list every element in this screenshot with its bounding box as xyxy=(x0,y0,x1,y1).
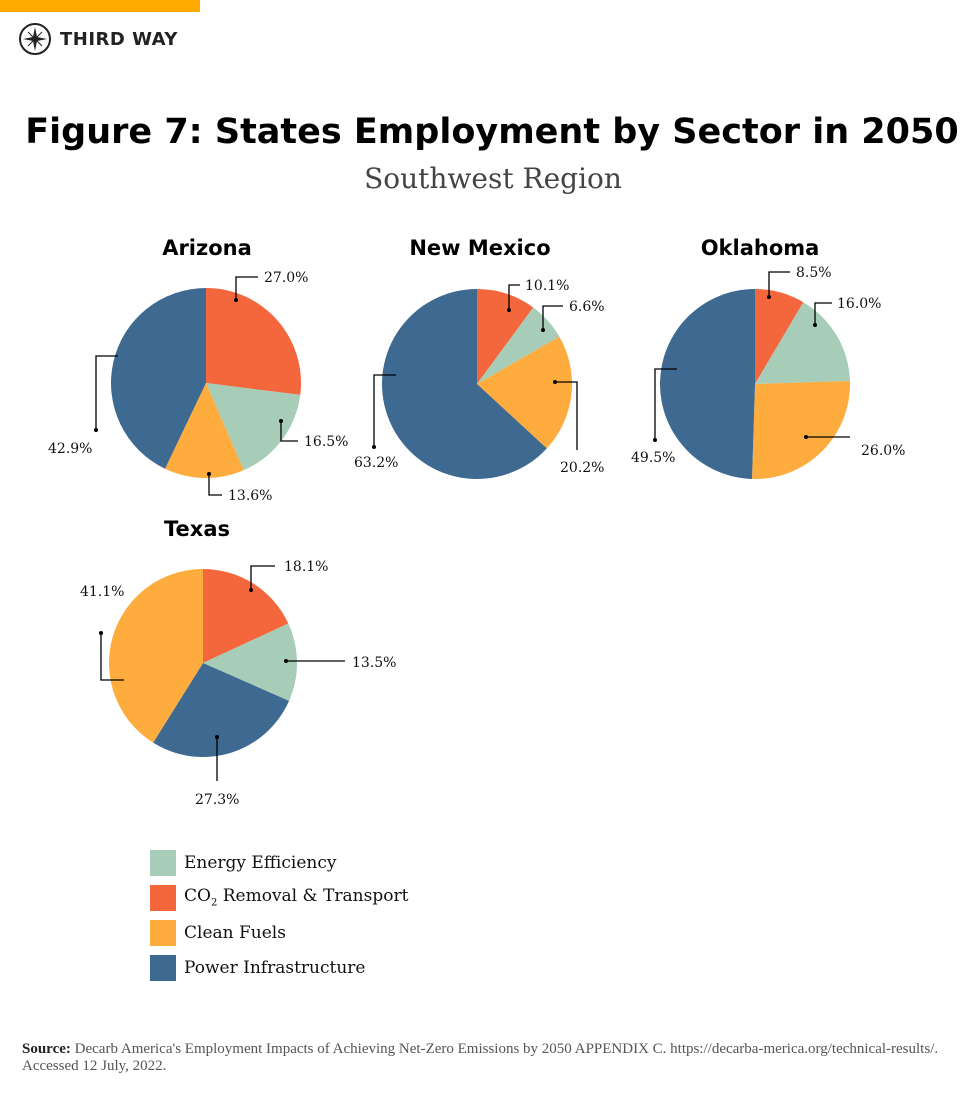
legend-item-co2: CO2 Removal & Transport xyxy=(150,880,408,915)
pie-slice xyxy=(153,663,290,757)
legend-label: Clean Fuels xyxy=(184,922,286,943)
leader-line xyxy=(235,276,258,300)
pie-slice xyxy=(203,569,289,663)
data-label: 26.0% xyxy=(861,443,905,459)
pie-slice xyxy=(755,302,850,384)
data-label: 63.2% xyxy=(354,455,398,471)
leader-dot xyxy=(813,323,817,327)
leader-line xyxy=(208,474,222,496)
data-label: 27.3% xyxy=(195,792,239,808)
legend-item-power-infrastructure: Power Infrastructure xyxy=(150,950,408,985)
leader-dot xyxy=(653,438,657,442)
source-note: Source: Decarb America's Employment Impa… xyxy=(22,1041,939,1074)
pie-slice xyxy=(755,289,804,384)
leader-dot xyxy=(94,428,98,432)
data-label: 41.1% xyxy=(80,584,124,600)
compass-icon xyxy=(19,23,51,55)
data-label: 16.0% xyxy=(837,296,881,312)
pie-title: Texas xyxy=(164,517,230,541)
accent-bar xyxy=(0,0,200,12)
data-label: 13.5% xyxy=(352,655,396,671)
brand-name: THIRD WAY xyxy=(60,28,178,50)
pie-slice xyxy=(752,381,850,479)
leader-dot xyxy=(372,445,376,449)
leader-dot xyxy=(249,588,253,592)
pie-slice xyxy=(109,569,203,743)
data-label: 42.9% xyxy=(48,441,92,457)
legend-swatch xyxy=(150,849,176,876)
data-label: 8.5% xyxy=(796,265,832,281)
leader-line xyxy=(508,284,520,310)
leader-line xyxy=(373,374,396,447)
data-label: 16.5% xyxy=(304,434,348,450)
third-way-logo: THIRD WAY xyxy=(18,22,178,56)
data-label: 10.1% xyxy=(525,278,569,294)
leader-dot xyxy=(215,735,219,739)
pie-slice xyxy=(206,383,301,471)
pie-slice xyxy=(477,307,560,384)
pie-texas: Texas 18.1% 13.5% 27.3% 41.1% xyxy=(80,517,396,808)
leader-line xyxy=(555,381,578,450)
data-label: 6.6% xyxy=(569,299,605,315)
legend-item-clean-fuels: Clean Fuels xyxy=(150,915,408,950)
pie-slice xyxy=(477,336,573,449)
pie-slice xyxy=(382,289,547,479)
pie-arizona: Arizona 27.0% 16.5% 13.6% 42.9% xyxy=(48,236,348,504)
leader-dot xyxy=(207,472,211,476)
pie-slice xyxy=(165,383,244,478)
legend-label: Power Infrastructure xyxy=(184,957,366,978)
legend-swatch xyxy=(150,884,176,911)
pie-new-mexico: New Mexico 10.1%6.6% 20.2% 63.2% xyxy=(354,236,605,479)
legend-swatch xyxy=(150,954,176,981)
data-label: 20.2% xyxy=(560,460,604,476)
leader-dot xyxy=(279,419,283,423)
leader-dot xyxy=(553,380,557,384)
leader-dot xyxy=(507,308,511,312)
leader-dot xyxy=(99,631,103,635)
legend: Energy Efficiency CO2 Removal & Transpor… xyxy=(150,845,408,985)
pie-oklahoma: Oklahoma 8.5% 16.0% 26.0% 49.5% xyxy=(631,236,905,479)
leader-line xyxy=(250,565,275,590)
pie-title: New Mexico xyxy=(409,236,550,260)
leader-line xyxy=(654,368,677,440)
legend-label: CO2 Removal & Transport xyxy=(184,886,409,909)
leader-line xyxy=(768,271,790,297)
leader-line xyxy=(95,355,118,430)
leader-dot xyxy=(804,435,808,439)
pie-title: Oklahoma xyxy=(701,236,820,260)
pie-title: Arizona xyxy=(162,236,252,260)
pie-slice xyxy=(203,623,297,701)
legend-item-energy-efficiency: Energy Efficiency xyxy=(150,845,408,880)
figure-title: Figure 7: States Employment by Sector in… xyxy=(25,112,959,152)
legend-swatch xyxy=(150,919,176,946)
figure-subtitle: Southwest Region xyxy=(364,162,622,195)
leader-line xyxy=(280,421,298,442)
pie-slice xyxy=(206,288,301,395)
leader-line xyxy=(100,633,124,681)
leader-dot xyxy=(284,659,288,663)
leader-dot xyxy=(767,295,771,299)
data-label: 13.6% xyxy=(228,488,272,504)
pie-slice xyxy=(659,289,755,479)
pie-slice xyxy=(110,288,206,469)
pie-slice xyxy=(477,289,534,384)
data-label: 18.1% xyxy=(284,559,328,575)
data-label: 27.0% xyxy=(264,270,308,286)
leader-line xyxy=(542,305,563,330)
legend-label: Energy Efficiency xyxy=(184,852,337,873)
leader-dot xyxy=(234,298,238,302)
data-label: 49.5% xyxy=(631,450,675,466)
leader-dot xyxy=(541,328,545,332)
leader-line xyxy=(814,302,832,325)
